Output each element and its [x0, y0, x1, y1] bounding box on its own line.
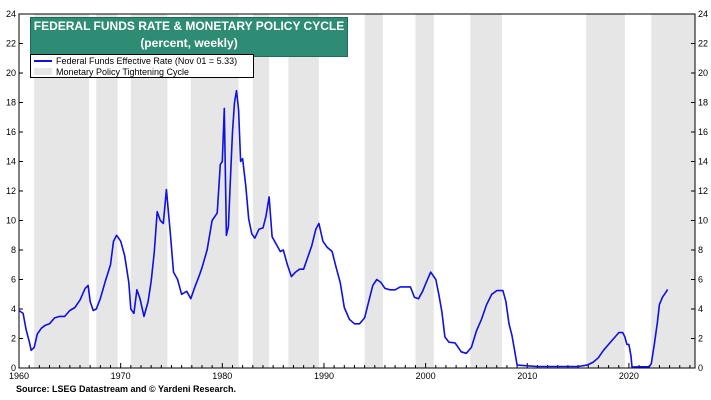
- y-tick-label: 20: [6, 68, 16, 78]
- tightening-band: [364, 14, 383, 368]
- y-tick-label: 16: [6, 127, 16, 137]
- chart-title: FEDERAL FUNDS RATE & MONETARY POLICY CYC…: [33, 19, 345, 33]
- legend-shade-swatch: [34, 68, 52, 75]
- legend-line-swatch: [34, 59, 52, 62]
- fed-funds-rate-line: [18, 89, 669, 368]
- y-tick-label: 2: [698, 334, 703, 344]
- x-tick-label: 2010: [517, 371, 537, 381]
- y-tick-label: 14: [6, 157, 16, 167]
- chart-title-box: FEDERAL FUNDS RATE & MONETARY POLICY CYC…: [30, 17, 348, 57]
- y-tick-label: 22: [698, 39, 708, 49]
- legend-label-tightening: Monetary Policy Tightening Cycle: [56, 66, 190, 77]
- y-tick-label: 12: [6, 186, 16, 196]
- legend-label-rate: Federal Funds Effective Rate (Nov 01 = 5…: [56, 55, 238, 66]
- y-tick-label: 22: [6, 39, 16, 49]
- y-tick-label: 2: [11, 334, 16, 344]
- tightening-band: [252, 14, 270, 368]
- tightening-band: [415, 14, 434, 368]
- y-tick-label: 6: [698, 275, 703, 285]
- tightening-band: [96, 14, 118, 368]
- legend: Federal Funds Effective Rate (Nov 01 = 5…: [30, 54, 254, 78]
- y-tick-label: 8: [11, 245, 16, 255]
- x-tick-label: 1970: [111, 371, 131, 381]
- x-tick-label: 2000: [416, 371, 436, 381]
- y-tick-label: 16: [698, 127, 708, 137]
- y-tick-label: 20: [698, 68, 708, 78]
- tightening-band: [288, 14, 319, 368]
- y-tick-label: 0: [698, 363, 703, 373]
- y-tick-label: 24: [698, 9, 708, 19]
- x-tick-label: 2020: [619, 371, 639, 381]
- legend-item-rate: Federal Funds Effective Rate (Nov 01 = 5…: [31, 55, 253, 66]
- x-tick-label: 1980: [212, 371, 232, 381]
- y-tick-label: 10: [698, 216, 708, 226]
- y-tick-label: 24: [6, 9, 16, 19]
- tightening-band: [470, 14, 502, 368]
- y-tick-label: 4: [11, 304, 16, 314]
- tightening-band: [586, 14, 625, 368]
- y-tick-label: 6: [11, 275, 16, 285]
- y-tick-label: 18: [698, 98, 708, 108]
- y-tick-label: 4: [698, 304, 703, 314]
- y-tick-label: 18: [6, 98, 16, 108]
- source-note: Source: LSEG Datastream and © Yardeni Re…: [16, 384, 237, 394]
- chart-subtitle: (percent, weekly): [140, 36, 238, 50]
- x-tick-label: 1990: [314, 371, 334, 381]
- y-tick-label: 0: [11, 363, 16, 373]
- x-tick-label: 1960: [9, 371, 29, 381]
- y-tick-label: 10: [6, 216, 16, 226]
- legend-item-tightening: Monetary Policy Tightening Cycle: [31, 66, 253, 77]
- y-tick-label: 14: [698, 157, 708, 167]
- y-tick-label: 8: [698, 245, 703, 255]
- y-tick-label: 12: [698, 186, 708, 196]
